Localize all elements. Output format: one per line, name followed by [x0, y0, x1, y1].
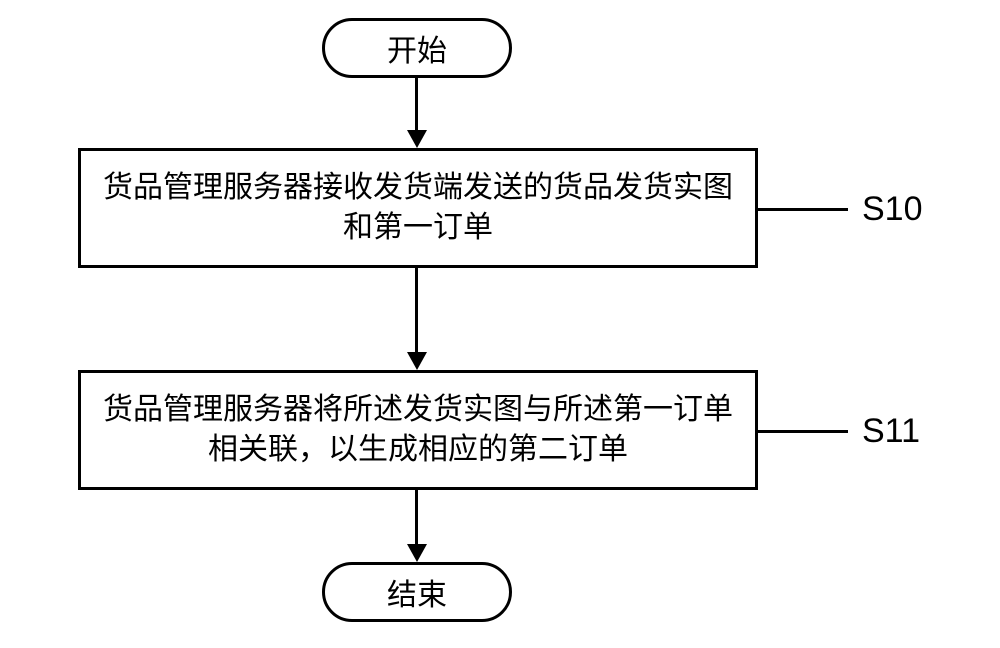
start-node: 开始	[322, 18, 512, 78]
arrow-1-line	[415, 78, 418, 130]
arrow-3-head	[407, 544, 427, 562]
arrow-2-head	[407, 352, 427, 370]
s11-label: S11	[862, 412, 920, 451]
s10-label-connector	[758, 208, 848, 211]
arrow-3-line	[415, 490, 418, 544]
flowchart-canvas: 开始 货品管理服务器接收发货端发送的货品发货实图和第一订单 S10 货品管理服务…	[0, 0, 1000, 648]
process-s11-text: 货品管理服务器将所述发货实图与所述第一订单相关联，以生成相应的第二订单	[101, 390, 735, 471]
arrow-1-head	[407, 130, 427, 148]
start-text: 开始	[387, 26, 447, 70]
process-s10-text: 货品管理服务器接收发货端发送的货品发货实图和第一订单	[101, 168, 735, 249]
s11-label-connector	[758, 430, 848, 433]
s10-label: S10	[862, 190, 923, 229]
arrow-2-line	[415, 268, 418, 352]
end-text: 结束	[387, 570, 447, 614]
s11-label-text: S11	[862, 412, 920, 450]
end-node: 结束	[322, 562, 512, 622]
process-s11: 货品管理服务器将所述发货实图与所述第一订单相关联，以生成相应的第二订单	[78, 370, 758, 490]
process-s10: 货品管理服务器接收发货端发送的货品发货实图和第一订单	[78, 148, 758, 268]
s10-label-text: S10	[862, 190, 923, 228]
